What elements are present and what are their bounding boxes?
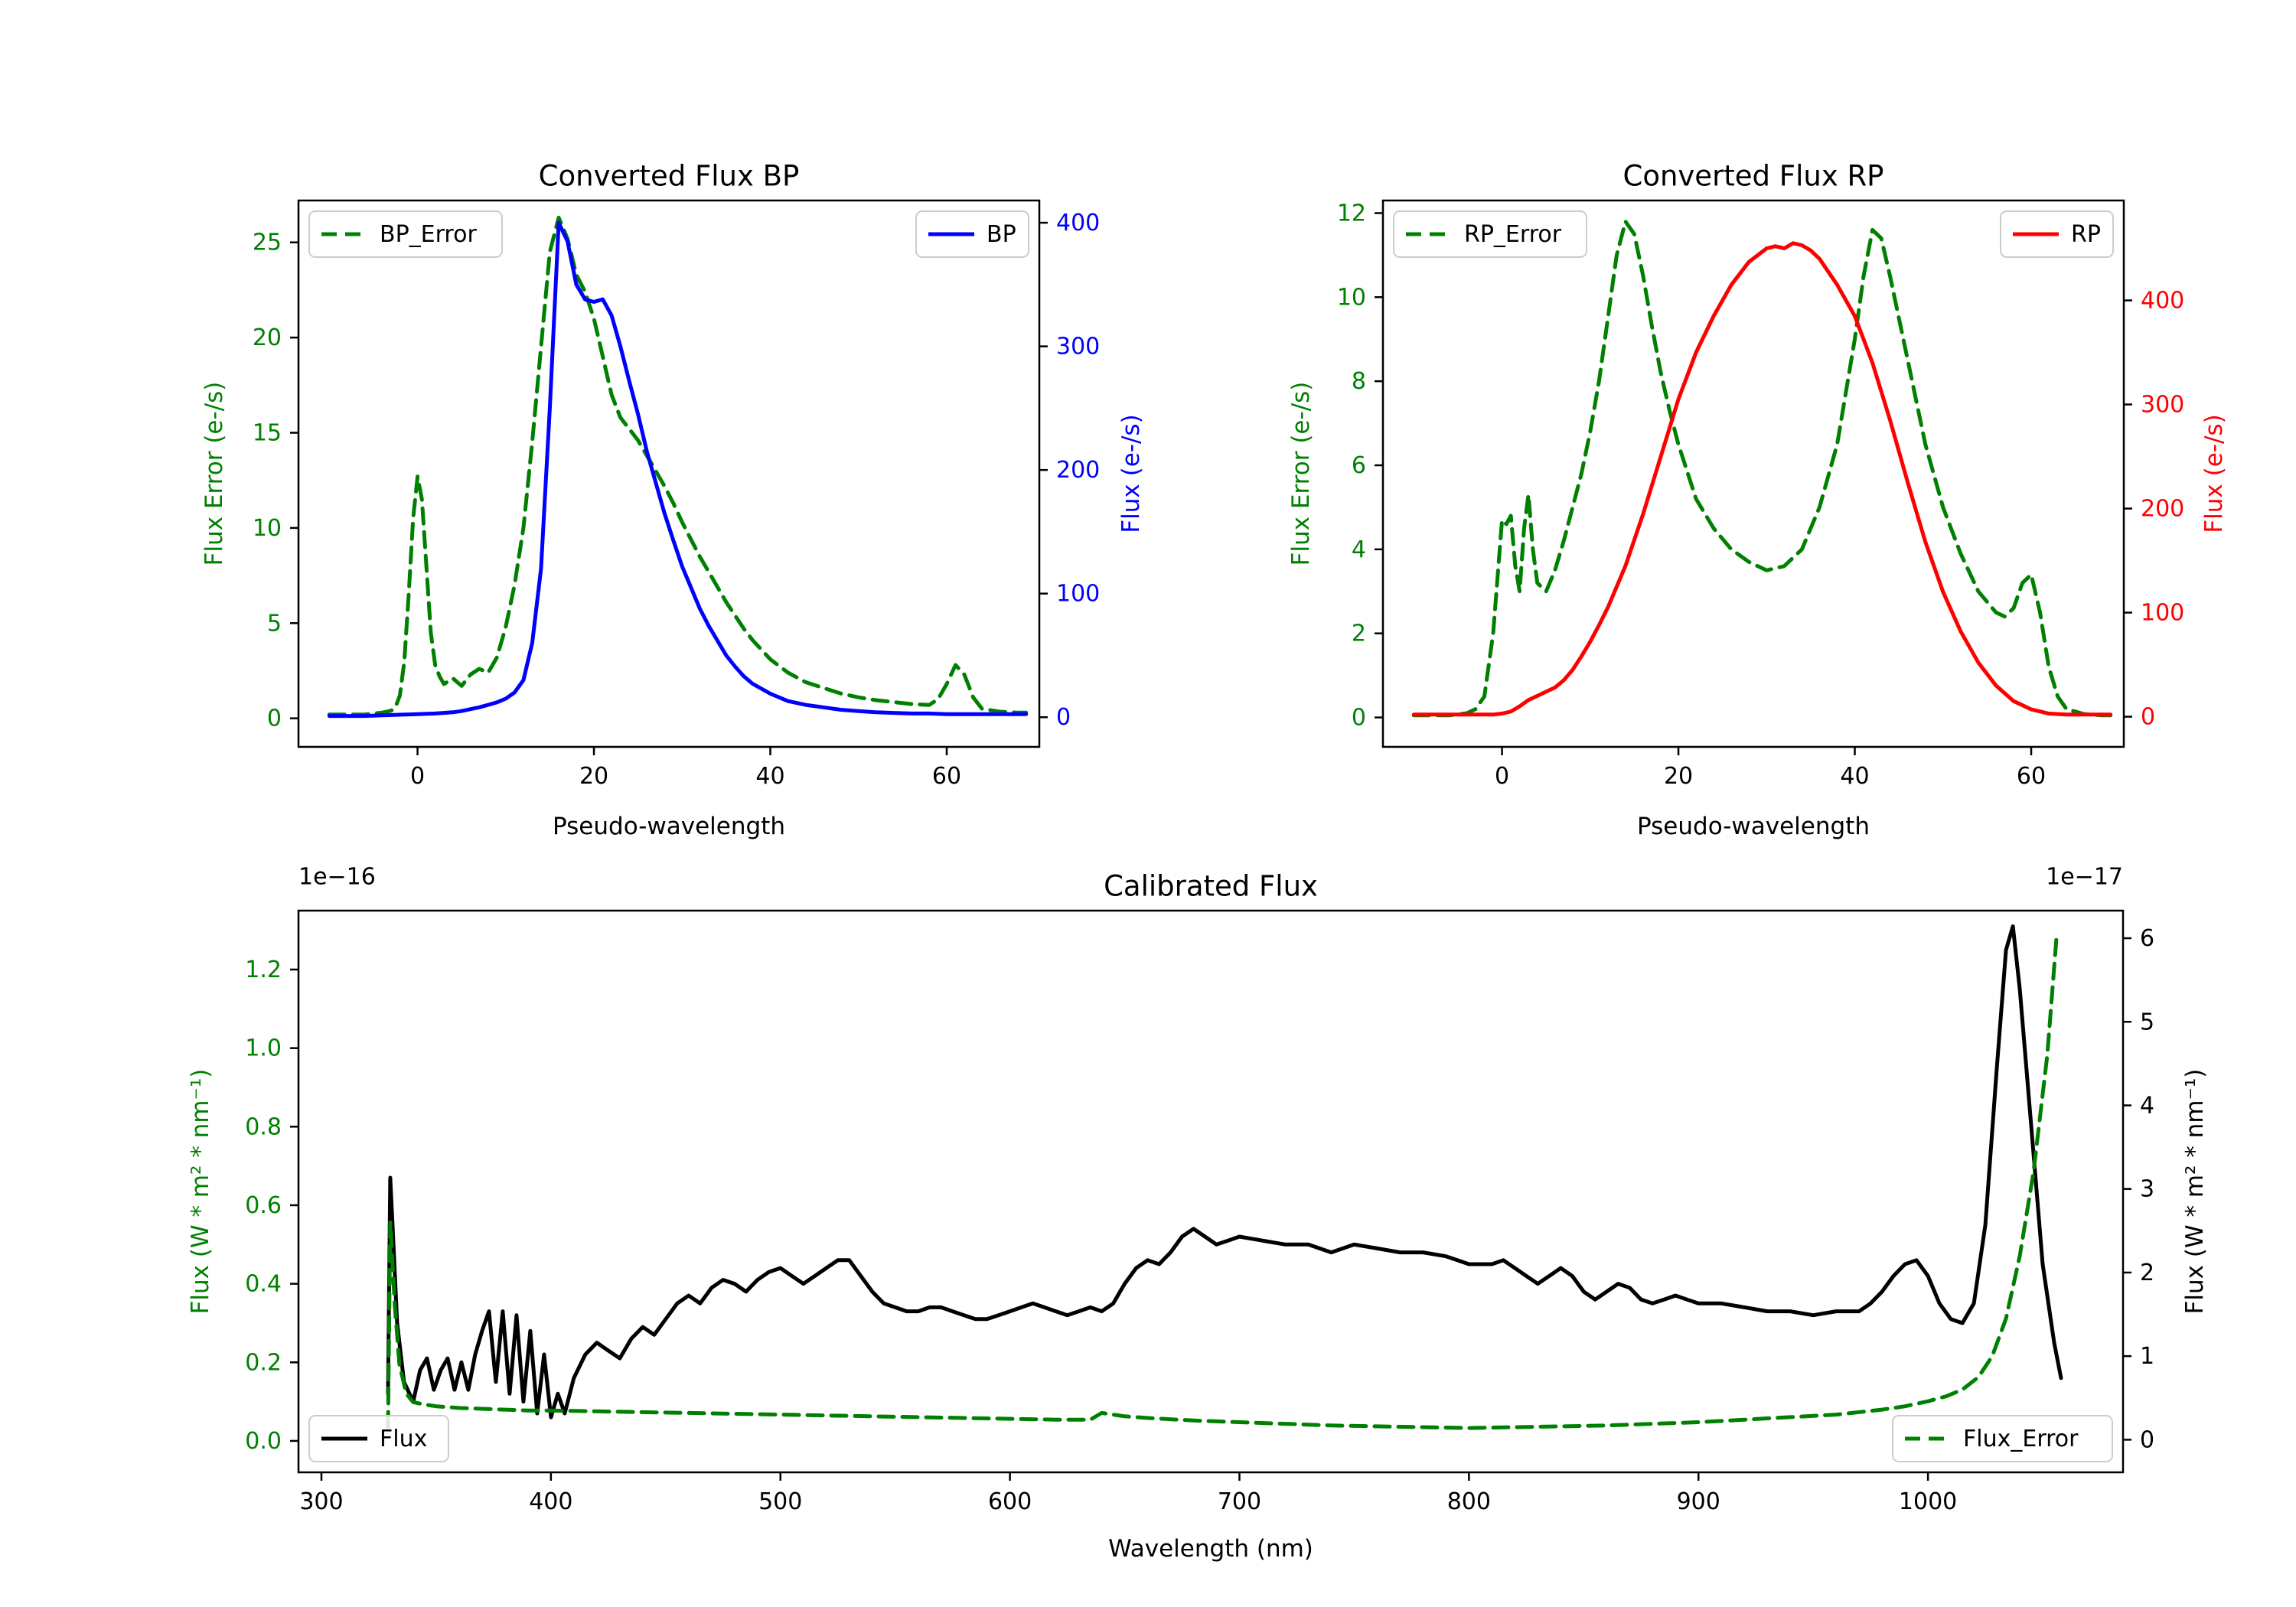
legend-rp: RP xyxy=(2000,210,2114,258)
legend-label: Flux xyxy=(380,1426,427,1452)
left-y-tick-label: 4 xyxy=(1352,536,1366,563)
x-tick-label: 0 xyxy=(1495,763,1509,790)
right-y-tick-label: 200 xyxy=(1056,457,1100,484)
right-y-tick-label: 300 xyxy=(1056,334,1100,360)
left-y-tick-label: 10 xyxy=(1337,284,1366,311)
right-y-tick-label: 1 xyxy=(2140,1343,2154,1370)
right-y-tick-label: 100 xyxy=(1056,581,1100,608)
chart-title-calibrated: Calibrated Flux xyxy=(1104,869,1318,903)
legend-label: BP_Error xyxy=(380,221,477,248)
x-tick-label: 800 xyxy=(1447,1488,1491,1515)
legend-flux: Flux xyxy=(308,1415,449,1462)
offset-text-right: 1e−17 xyxy=(2046,863,2123,891)
ylabel-bp-error: Flux Error (e-/s) xyxy=(201,381,228,566)
ylabel-bp-flux: Flux (e-/s) xyxy=(1117,414,1145,533)
right-y-tick-label: 6 xyxy=(2140,925,2154,952)
series-flux xyxy=(386,924,2063,1420)
legend-label: BP xyxy=(987,221,1016,248)
left-y-tick-label: 0 xyxy=(267,706,282,732)
xlabel-bp: Pseudo-wavelength xyxy=(552,813,786,840)
series-rp_error xyxy=(1411,220,2113,718)
right-y-tick-label: 4 xyxy=(2140,1092,2154,1119)
legend-label: RP_Error xyxy=(1464,221,1562,248)
right-y-tick-label: 400 xyxy=(2141,288,2184,315)
series-flux_error xyxy=(386,936,2059,1430)
left-y-tick-label: 0.8 xyxy=(245,1113,282,1140)
left-y-tick-label: 0.0 xyxy=(245,1428,282,1455)
right-y-tick-label: 0 xyxy=(1056,704,1071,731)
chart-title-rp: Converted Flux RP xyxy=(1623,159,1884,193)
offset-text-left: 1e−16 xyxy=(298,863,376,891)
x-tick-label: 700 xyxy=(1218,1488,1261,1515)
x-tick-label: 900 xyxy=(1677,1488,1720,1515)
right-y-tick-label: 0 xyxy=(2141,704,2155,731)
x-tick-label: 1000 xyxy=(1899,1488,1957,1515)
x-tick-label: 40 xyxy=(1840,763,1869,790)
legend-box xyxy=(308,210,503,258)
left-y-tick-label: 8 xyxy=(1352,368,1366,395)
ylabel-rp-flux: Flux (e-/s) xyxy=(2200,414,2228,533)
xlabel-calibrated: Wavelength (nm) xyxy=(1108,1535,1313,1563)
xlabel-rp: Pseudo-wavelength xyxy=(1636,813,1870,840)
ylabel-flux-left: Flux (W * m² * nm⁻¹) xyxy=(187,1068,214,1315)
right-y-tick-label: 200 xyxy=(2141,496,2184,523)
axes-frame xyxy=(1381,199,2125,748)
right-y-tick-label: 400 xyxy=(1056,210,1100,236)
chart-title-bp: Converted Flux BP xyxy=(538,159,800,193)
series-bp xyxy=(327,220,1029,719)
x-tick-label: 20 xyxy=(579,763,608,790)
x-tick-label: 600 xyxy=(988,1488,1032,1515)
right-y-tick-label: 0 xyxy=(2140,1426,2154,1453)
left-y-tick-label: 5 xyxy=(267,610,282,637)
right-y-tick-label: 100 xyxy=(2141,600,2184,627)
legend-flux_error: Flux_Error xyxy=(1892,1415,2113,1462)
legend-label: Flux_Error xyxy=(1963,1426,2079,1452)
legend-box xyxy=(1393,210,1587,258)
series-bp_error xyxy=(327,215,1029,717)
legend-box xyxy=(1892,1415,2113,1462)
x-tick-label: 20 xyxy=(1664,763,1693,790)
x-tick-label: 0 xyxy=(410,763,425,790)
legend-bp: BP xyxy=(915,210,1029,258)
right-y-tick-label: 5 xyxy=(2140,1009,2154,1035)
left-y-tick-label: 2 xyxy=(1352,621,1366,647)
left-y-tick-label: 15 xyxy=(253,420,282,447)
chart-bp: 0 20 40 60 0 5 10 15 20 25 0 100 200 300 400 BP_Error BP xyxy=(253,199,1100,790)
left-y-tick-label: 20 xyxy=(253,324,282,351)
legend-box xyxy=(308,1415,449,1462)
x-tick-label: 60 xyxy=(932,763,961,790)
ylabel-flux-right: Flux (W * m² * nm⁻¹) xyxy=(2181,1068,2209,1315)
right-y-tick-label: 2 xyxy=(2140,1260,2154,1286)
left-y-tick-label: 12 xyxy=(1337,200,1366,227)
legend-bp_error: BP_Error xyxy=(308,210,503,258)
x-tick-label: 400 xyxy=(529,1488,572,1515)
axes-frame xyxy=(297,199,1041,748)
legend-rp_error: RP_Error xyxy=(1393,210,1587,258)
chart-calibrated: 300 400 500 600 700 800 900 1000 0.0 0.2 0.4 0.6 0.8… xyxy=(245,909,2154,1515)
left-y-tick-label: 1.0 xyxy=(245,1035,282,1062)
right-y-tick-label: 3 xyxy=(2140,1176,2154,1203)
chart-rp: 0 20 40 60 0 2 4 6 8 10 12 0 100 200 300 400 RP_Error RP xyxy=(1337,199,2184,790)
legend-label: RP xyxy=(2071,221,2101,248)
ylabel-rp-error: Flux Error (e-/s) xyxy=(1287,381,1315,566)
left-y-tick-label: 25 xyxy=(253,230,282,256)
left-y-tick-label: 0.2 xyxy=(245,1349,282,1376)
left-y-tick-label: 6 xyxy=(1352,452,1366,479)
right-y-tick-label: 300 xyxy=(2141,392,2184,419)
left-y-tick-label: 0.4 xyxy=(245,1271,282,1298)
x-tick-label: 40 xyxy=(755,763,784,790)
left-y-tick-label: 0.6 xyxy=(245,1192,282,1219)
left-y-tick-label: 1.2 xyxy=(245,957,282,983)
x-tick-label: 300 xyxy=(299,1488,343,1515)
left-y-tick-label: 10 xyxy=(253,515,282,542)
axes-frame xyxy=(297,909,2125,1474)
series-rp xyxy=(1411,241,2113,717)
x-tick-label: 500 xyxy=(758,1488,802,1515)
x-tick-label: 60 xyxy=(2017,763,2046,790)
left-y-tick-label: 0 xyxy=(1352,705,1366,732)
